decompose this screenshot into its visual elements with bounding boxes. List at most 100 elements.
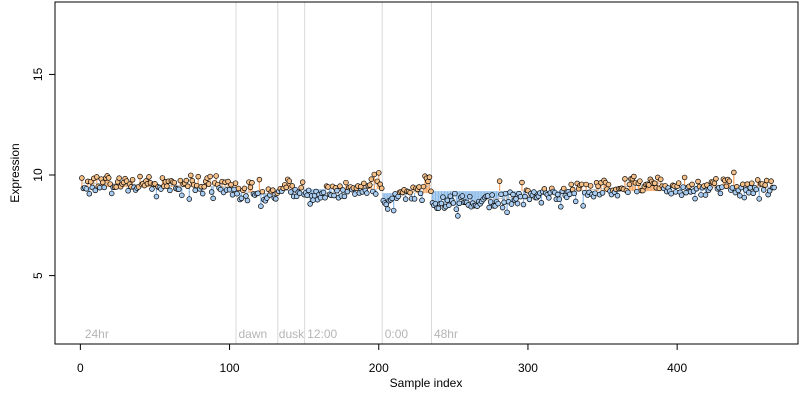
- data-point: [235, 185, 242, 192]
- data-point: [213, 173, 219, 179]
- data-point: [459, 193, 466, 199]
- x-axis: 0 100 200 300 400: [77, 343, 687, 375]
- x-tick-label: 300: [518, 361, 538, 375]
- data-point: [595, 183, 601, 189]
- data-point: [587, 183, 594, 189]
- data-point: [343, 179, 349, 186]
- data-point: [364, 190, 370, 196]
- x-tick-label: 200: [369, 361, 389, 375]
- data-point: [762, 182, 768, 188]
- data-point: [164, 183, 170, 189]
- data-point: [417, 190, 424, 197]
- data-point: [373, 191, 379, 197]
- data-point: [371, 171, 378, 178]
- data-point: [726, 178, 733, 184]
- data-point: [754, 177, 761, 183]
- data-point: [558, 204, 564, 210]
- data-point: [719, 184, 725, 190]
- data-point: [207, 173, 213, 180]
- data-point: [614, 192, 621, 199]
- data-point: [634, 188, 640, 195]
- data-point: [296, 190, 303, 196]
- data-point: [426, 174, 433, 180]
- data-point: [256, 176, 263, 183]
- data-point: [234, 190, 240, 197]
- data-point: [446, 202, 452, 208]
- data-point: [717, 190, 724, 197]
- condition-dividers: [235, 2, 432, 344]
- data-point: [626, 181, 633, 188]
- data-point: [188, 172, 194, 179]
- x-axis-label: Sample index: [390, 376, 463, 390]
- data-point: [167, 187, 173, 194]
- data-point: [578, 181, 585, 188]
- data-point: [498, 191, 504, 198]
- data-point: [88, 179, 94, 185]
- data-point: [86, 191, 93, 197]
- data-point: [376, 170, 382, 176]
- data-point: [199, 190, 206, 197]
- condition-label: 48hr: [434, 327, 458, 341]
- data-point: [428, 188, 434, 195]
- data-point: [622, 176, 628, 182]
- data-point: [247, 184, 254, 191]
- data-point: [486, 204, 492, 211]
- data-point: [129, 176, 136, 183]
- data-point: [201, 184, 207, 190]
- data-point: [723, 183, 730, 190]
- condition-labels: 24hr dawn dusk 12:00 0:00 48hr: [85, 327, 458, 341]
- data-point: [605, 181, 612, 188]
- data-point: [440, 194, 446, 200]
- data-point: [177, 177, 184, 184]
- data-point: [508, 201, 515, 207]
- data-point: [185, 183, 191, 190]
- data-point: [286, 178, 292, 184]
- data-point: [571, 190, 577, 197]
- data-point: [322, 194, 328, 201]
- data-point: [420, 183, 427, 190]
- data-point: [116, 175, 122, 181]
- data-point: [258, 203, 264, 209]
- data-point: [176, 186, 182, 193]
- data-point: [538, 200, 545, 206]
- data-point: [753, 186, 759, 193]
- data-point: [501, 199, 507, 206]
- data-point: [171, 179, 178, 186]
- data-point: [729, 185, 736, 191]
- data-point: [672, 189, 679, 195]
- condition-label: 12:00: [307, 327, 337, 341]
- data-point: [748, 180, 755, 186]
- data-point: [456, 200, 463, 207]
- data-point: [510, 191, 516, 198]
- data-point: [713, 176, 719, 182]
- condition-label: 24hr: [85, 327, 109, 341]
- data-point: [92, 187, 99, 194]
- data-point: [502, 190, 509, 197]
- data-point: [711, 180, 718, 187]
- data-point: [750, 190, 756, 197]
- data-point: [368, 176, 375, 182]
- data-point: [125, 188, 131, 194]
- data-point: [317, 194, 324, 201]
- data-point: [689, 181, 695, 188]
- data-point: [113, 184, 119, 190]
- y-axis: 5 10 15: [31, 67, 56, 279]
- data-point: [337, 183, 343, 189]
- data-point: [270, 187, 276, 193]
- data-point: [438, 200, 445, 207]
- y-axis-label: Expression: [8, 143, 22, 202]
- data-point: [340, 187, 346, 193]
- data-point: [683, 189, 689, 196]
- data-point: [287, 189, 294, 195]
- data-point: [228, 181, 234, 188]
- data-point: [307, 201, 313, 207]
- data-point: [499, 204, 506, 211]
- x-tick-label: 100: [220, 361, 240, 375]
- data-point: [299, 179, 306, 185]
- data-point: [519, 179, 525, 186]
- data-point: [763, 177, 770, 184]
- data-point: [517, 193, 524, 200]
- data-point: [526, 196, 533, 203]
- data-point: [556, 196, 563, 202]
- data-point: [407, 189, 413, 196]
